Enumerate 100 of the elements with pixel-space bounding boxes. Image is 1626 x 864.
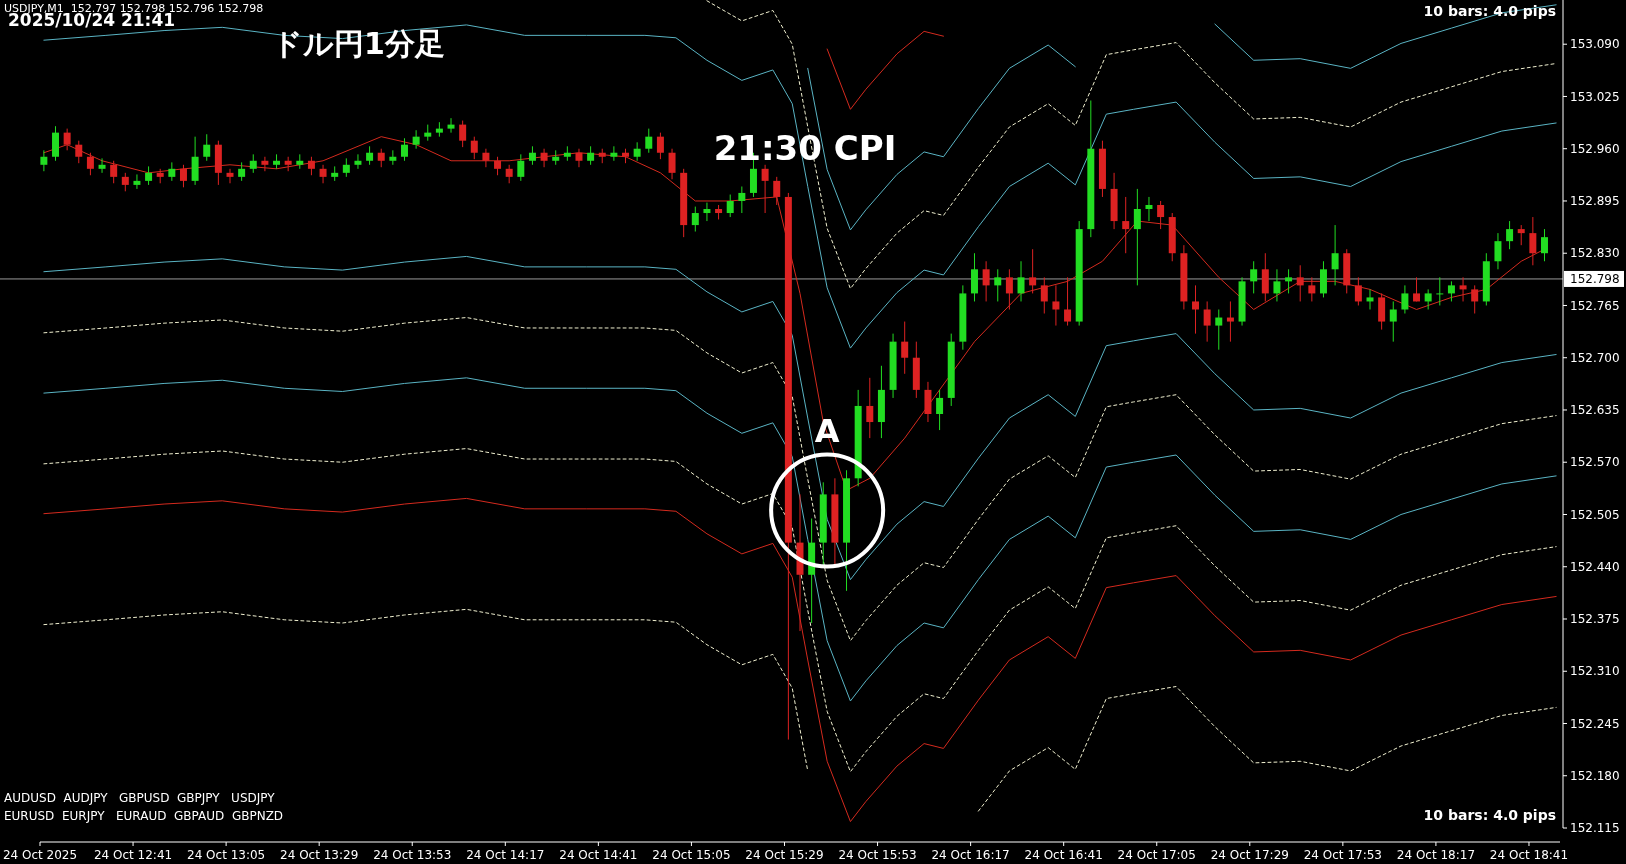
x-tick-label: 24 Oct 15:53 (838, 848, 917, 862)
candlestick (1029, 248, 1037, 294)
candlestick (401, 137, 408, 162)
candlestick (482, 148, 490, 168)
candlestick (1401, 284, 1409, 315)
candlestick (1250, 260, 1258, 294)
candlestick (1296, 264, 1304, 302)
y-tick-label: 152.505 (1570, 507, 1620, 522)
annotation: A (814, 412, 840, 451)
x-tick-label: 24 Oct 15:05 (652, 848, 731, 862)
candlestick (726, 194, 734, 218)
candlestick (1005, 268, 1013, 310)
candlestick (1413, 276, 1421, 302)
y-tick-label: 152.765 (1570, 298, 1620, 313)
candlestick (866, 377, 874, 439)
candlestick (342, 157, 350, 178)
candlestick (307, 156, 315, 176)
candlestick (377, 148, 385, 168)
x-tick-label: 24 Oct 17:29 (1210, 848, 1289, 862)
candlestick (645, 128, 653, 154)
candlestick (319, 164, 327, 184)
candlestick (40, 149, 48, 172)
candlestick (691, 206, 699, 233)
candlestick (1494, 232, 1502, 270)
candlestick (528, 145, 536, 166)
x-tick-label: 24 Oct 14:17 (466, 848, 545, 862)
x-tick-label: 24 Oct 13:05 (187, 848, 266, 862)
x-tick-label: 24 Oct 13:29 (280, 848, 359, 862)
x-tick-label: 24 Oct 16:17 (931, 848, 1010, 862)
y-tick-label: 152.960 (1570, 141, 1620, 156)
x-tick-label: 24 Oct 2025 (2, 848, 78, 862)
text: ドル円1分足 (272, 26, 445, 61)
candlestick (1122, 196, 1130, 254)
y-tick-label: 152.440 (1570, 559, 1620, 574)
x-tick-label: 24 Oct 16:41 (1024, 848, 1103, 862)
x-tick-label: 24 Oct 18:41 (1489, 848, 1569, 862)
x-tick-label: 24 Oct 17:53 (1303, 848, 1382, 862)
candlestick (1354, 276, 1362, 306)
candlestick (1052, 284, 1060, 327)
candlestick (412, 129, 420, 150)
y-tick-label: 152.830 (1570, 246, 1620, 261)
candlestick (1471, 284, 1479, 315)
candlestick (703, 202, 711, 222)
candlestick (1203, 300, 1211, 343)
y-tick-label: 152.375 (1570, 612, 1620, 627)
candlestick (587, 145, 595, 166)
candlestick (1145, 196, 1153, 222)
candlestick (1506, 220, 1514, 250)
candlestick (459, 120, 467, 148)
candlestick (121, 172, 129, 192)
candlestick (75, 140, 83, 164)
candlestick (1517, 224, 1525, 246)
annotation: 10 bars: 4.0 pips (1423, 807, 1556, 823)
candlestick (1447, 280, 1455, 302)
line-series (43, 317, 1557, 642)
candlestick (494, 156, 502, 176)
candlestick (238, 161, 246, 182)
candlestick (179, 164, 187, 188)
candlestick (1436, 276, 1444, 306)
candlestick (86, 152, 94, 176)
annotation: 10 bars: 4.0 pips (1423, 3, 1556, 19)
candlestick (133, 173, 141, 190)
x-tick-label: 24 Oct 18:17 (1396, 848, 1476, 862)
candlestick (354, 153, 362, 170)
line-series (826, 30, 944, 110)
y-tick-label: 153.090 (1570, 37, 1620, 52)
line-series (43, 377, 1557, 702)
candlestick (1133, 188, 1141, 286)
candlestick (249, 153, 257, 174)
candlestick (901, 321, 909, 375)
line-series (43, 448, 1557, 773)
candlestick (936, 389, 944, 431)
candlestick (773, 176, 781, 206)
candlestick (1529, 216, 1537, 266)
candlestick (1541, 228, 1548, 262)
x-tick-label: 24 Oct 14:41 (559, 848, 638, 862)
candlestick (98, 157, 106, 174)
annotation: 21:30 CPI (713, 128, 897, 168)
candlestick (203, 133, 211, 162)
y-tick-label: 152.245 (1570, 716, 1620, 731)
ref-line-label: 152.798 (1570, 272, 1620, 287)
candlestick (738, 186, 746, 214)
y-tick-label: 152.635 (1570, 403, 1620, 418)
candlestick (1215, 309, 1223, 351)
candlestick (366, 145, 374, 166)
candlestick (1157, 200, 1165, 230)
candlestick (261, 156, 269, 172)
x-tick-label: 24 Oct 13:53 (373, 848, 452, 862)
candlestick (610, 145, 618, 162)
y-tick-label: 152.310 (1570, 664, 1620, 679)
x-tick-label: 24 Oct 17:05 (1117, 848, 1196, 862)
y-tick-label: 152.895 (1570, 194, 1620, 209)
candlestick (761, 164, 769, 214)
annotation: AUDUSD AUDJPY GBPUSD GBPJPY USDJPY (4, 791, 276, 805)
y-tick-label: 152.180 (1570, 768, 1620, 783)
line-series (706, 0, 1557, 290)
candlestick (389, 149, 397, 166)
x-tick-label: 24 Oct 12:41 (93, 848, 173, 862)
candlestick (1308, 276, 1316, 302)
candlestick (1459, 276, 1467, 302)
